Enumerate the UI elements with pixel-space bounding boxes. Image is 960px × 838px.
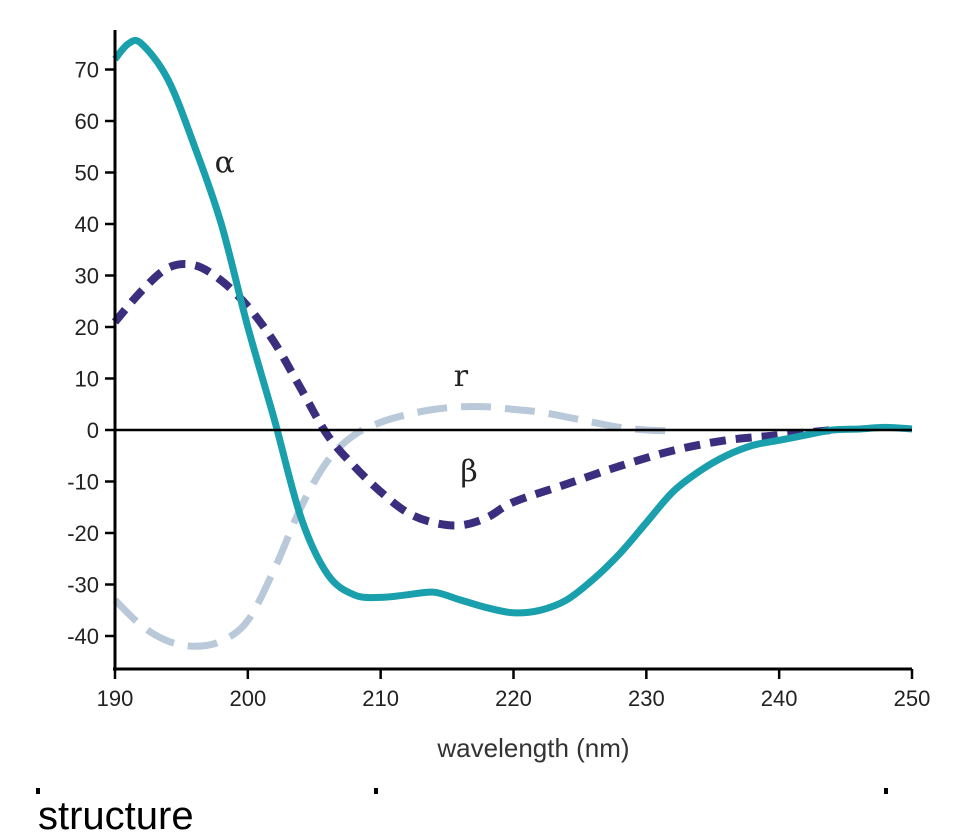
series-label-alpha: α xyxy=(215,146,235,181)
x-tick-label: 240 xyxy=(761,686,798,711)
x-tick-label: 250 xyxy=(894,686,931,711)
x-tick-label: 190 xyxy=(97,686,134,711)
y-tick-label: 30 xyxy=(75,264,99,289)
series-line-beta xyxy=(111,259,833,530)
y-tick-label: 10 xyxy=(75,367,99,392)
y-tick-label: 40 xyxy=(75,212,99,237)
y-ticks: 70 60 50 40 30 20 10 0 -10 -20 -30 -40 xyxy=(67,58,115,649)
x-axis-title: wavelength (nm) xyxy=(436,733,629,763)
series-label-beta: β xyxy=(460,455,477,490)
y-tick-label: -20 xyxy=(67,521,99,546)
y-tick-label: 20 xyxy=(75,315,99,340)
y-tick-label: 70 xyxy=(75,58,99,83)
x-tick-label: 220 xyxy=(495,686,532,711)
y-tick-label: -10 xyxy=(67,470,99,495)
stray-mark-mid xyxy=(374,788,378,794)
y-tick-label: -40 xyxy=(67,624,99,649)
series-line-alpha xyxy=(112,36,913,617)
cd-spectrum-chart: 70 60 50 40 30 20 10 0 -10 -20 -30 -40 190 200 210 220… xyxy=(67,30,931,763)
caption-fragment: structure xyxy=(38,794,194,838)
x-ticks: 190 200 210 220 230 240 250 xyxy=(97,669,931,711)
x-tick-label: 230 xyxy=(628,686,665,711)
x-tick-label: 200 xyxy=(229,686,266,711)
y-tick-label: 0 xyxy=(87,418,99,443)
y-tick-label: 60 xyxy=(75,109,99,134)
stray-mark-right xyxy=(884,788,888,794)
series-line-r xyxy=(112,403,673,650)
series-layer xyxy=(111,36,913,650)
x-tick-label: 210 xyxy=(362,686,399,711)
y-tick-label: 50 xyxy=(75,161,99,186)
stray-mark-left xyxy=(36,788,40,794)
y-tick-label: -30 xyxy=(67,573,99,598)
series-labels: α β r xyxy=(215,146,478,490)
series-label-r: r xyxy=(454,359,469,394)
